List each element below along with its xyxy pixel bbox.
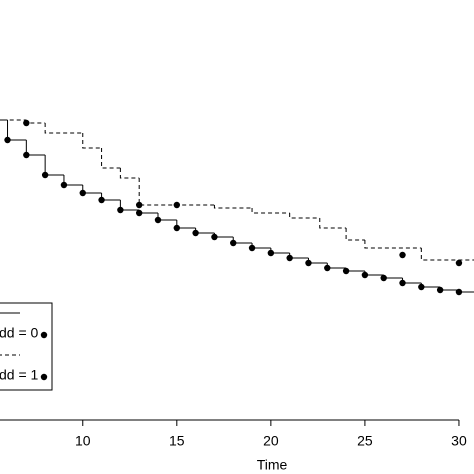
censor-mark bbox=[399, 279, 406, 287]
step-segment bbox=[319, 218, 347, 229]
legend-marker bbox=[40, 373, 48, 381]
censor-mark bbox=[23, 151, 30, 159]
censor-mark bbox=[173, 224, 181, 232]
x-tick-label: 25 bbox=[357, 433, 373, 449]
x-tick-label: 15 bbox=[169, 433, 185, 449]
censor-mark bbox=[192, 229, 199, 237]
censor-mark bbox=[60, 181, 68, 189]
legend-label: dd = 1 bbox=[0, 367, 39, 383]
step-segment bbox=[44, 123, 83, 134]
censor-mark bbox=[23, 119, 30, 127]
x-axis-label: Time bbox=[257, 457, 288, 473]
step-segment bbox=[420, 248, 474, 261]
censor-mark bbox=[4, 136, 11, 144]
x-tick-label: 10 bbox=[75, 433, 91, 449]
step-segment bbox=[101, 148, 121, 169]
legend-label: dd = 0 bbox=[0, 325, 39, 341]
censor-mark bbox=[380, 274, 387, 282]
step-segment bbox=[82, 133, 102, 149]
censor-mark bbox=[248, 244, 256, 252]
legend: dd = 0 dd = 1 bbox=[0, 302, 53, 391]
censor-mark bbox=[361, 271, 369, 279]
censor-mark bbox=[267, 249, 275, 257]
step-segment bbox=[44, 155, 64, 176]
censor-mark bbox=[436, 286, 444, 294]
censor-mark bbox=[418, 283, 425, 291]
censor-mark bbox=[135, 209, 143, 217]
legend-marker bbox=[40, 331, 48, 339]
censor-mark bbox=[79, 189, 86, 197]
censor-mark bbox=[98, 196, 105, 204]
censor-mark bbox=[399, 251, 406, 259]
censor-mark bbox=[117, 206, 124, 214]
step-segment bbox=[213, 205, 253, 209]
censor-mark bbox=[211, 233, 218, 241]
censor-mark bbox=[342, 267, 350, 275]
x-tick-label: 30 bbox=[451, 433, 467, 449]
x-tick-label: 20 bbox=[263, 433, 279, 449]
censor-mark bbox=[230, 239, 237, 247]
censor-mark bbox=[305, 259, 312, 267]
censor-mark bbox=[455, 288, 463, 296]
step-segment bbox=[25, 140, 46, 156]
censor-mark bbox=[455, 259, 463, 267]
censor-mark bbox=[135, 201, 143, 209]
step-segment bbox=[289, 213, 320, 219]
censor-mark bbox=[154, 216, 162, 224]
step-segment bbox=[251, 208, 290, 214]
step-segment bbox=[364, 240, 422, 249]
step-segment bbox=[138, 178, 215, 206]
step-segment bbox=[119, 168, 140, 179]
censor-mark bbox=[41, 171, 49, 179]
censor-mark bbox=[173, 201, 181, 209]
censor-mark bbox=[324, 264, 331, 272]
step-segment bbox=[345, 228, 365, 241]
censor-mark bbox=[286, 254, 293, 262]
